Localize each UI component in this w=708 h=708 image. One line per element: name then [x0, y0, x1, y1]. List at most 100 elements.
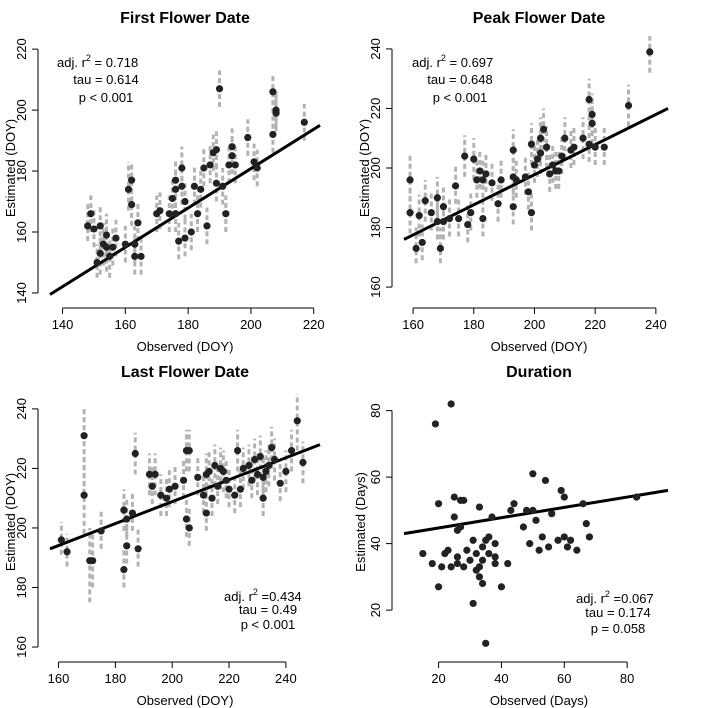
data-point	[529, 470, 537, 478]
data-point	[538, 533, 546, 541]
x-tick-label: 200	[161, 671, 183, 686]
data-point	[131, 449, 139, 458]
data-point	[482, 170, 490, 178]
x-tick-label: 180	[105, 671, 127, 686]
stats-block: adj. r2 = 0.697 tau = 0.648 p < 0.001	[412, 53, 493, 105]
r2-value: = 0.718	[91, 55, 138, 70]
r2-value: = 0.697	[446, 55, 493, 70]
panel-title: Duration	[506, 364, 572, 381]
data-point	[591, 143, 599, 151]
data-point	[134, 545, 142, 553]
data-point	[193, 210, 202, 218]
data-point	[80, 491, 88, 499]
data-point	[548, 510, 556, 518]
data-point	[84, 222, 92, 230]
data-point	[256, 452, 264, 461]
r2-superscript: 2	[253, 587, 258, 597]
data-point	[239, 464, 247, 473]
data-point	[228, 152, 236, 160]
data-point	[197, 185, 205, 193]
data-point	[541, 476, 550, 485]
data-point	[106, 252, 114, 260]
panel-peak-flower: Peak Flower Date 160 180 200 220 240 160 180 20…	[357, 10, 669, 354]
data-point	[497, 176, 505, 184]
data-point	[466, 556, 474, 564]
r2-superscript: 2	[86, 53, 91, 63]
data-point	[438, 563, 446, 571]
data-point	[475, 503, 484, 511]
panel-first-flower: First Flower Date 140 160 180 200 2201401601…	[3, 10, 325, 354]
data-point	[485, 549, 493, 558]
data-point	[585, 140, 593, 148]
data-point	[233, 446, 242, 455]
data-point	[96, 222, 104, 230]
data-point	[434, 583, 443, 591]
data-point	[558, 152, 566, 160]
data-point	[488, 513, 496, 521]
data-point	[561, 134, 569, 142]
data-point	[208, 494, 216, 502]
regression-line	[49, 124, 321, 296]
p-text: p < 0.001	[79, 90, 134, 105]
data-point	[478, 543, 487, 551]
data-point	[205, 467, 213, 475]
x-tick-label: 240	[645, 317, 667, 332]
data-point	[171, 210, 180, 218]
data-point	[588, 110, 596, 119]
data-point	[512, 176, 520, 184]
x-tick-label: 200	[524, 317, 546, 332]
data-point	[182, 515, 191, 523]
data-point	[253, 164, 261, 172]
data-point	[199, 491, 208, 499]
data-point	[120, 506, 128, 514]
r2-line: adj. r2 = 0.697	[412, 53, 493, 70]
data-point	[212, 146, 220, 154]
data-point	[560, 493, 568, 501]
data-point	[600, 143, 608, 151]
data-point	[527, 140, 536, 148]
data-point	[89, 557, 97, 565]
data-point	[203, 222, 211, 230]
data-point	[102, 243, 111, 251]
data-point	[570, 143, 578, 151]
data-point	[419, 549, 427, 558]
points-layer	[419, 400, 641, 647]
data-point	[231, 161, 239, 169]
data-point	[544, 543, 553, 551]
r2-line: adj. r2 =0.067	[576, 589, 654, 606]
data-point	[445, 215, 454, 223]
data-point	[157, 491, 165, 499]
data-point	[293, 417, 301, 425]
data-point	[456, 523, 465, 531]
y-tick-label: 200	[14, 99, 29, 121]
x-tick-label: 220	[303, 317, 325, 332]
data-point	[251, 455, 259, 464]
data-point	[433, 217, 441, 226]
data-point	[412, 244, 420, 252]
data-point	[190, 182, 199, 190]
data-point	[476, 167, 484, 175]
data-point	[90, 225, 98, 233]
y-tick-label: 140	[14, 282, 29, 304]
data-point	[93, 258, 101, 267]
x-tick-label: 60	[557, 671, 571, 686]
data-point	[134, 219, 142, 227]
data-point	[427, 209, 435, 217]
y-tick-label: 200	[368, 157, 383, 179]
data-point	[211, 461, 219, 470]
data-point	[521, 173, 529, 181]
data-point	[102, 231, 111, 239]
x-tick-label: 140	[52, 317, 74, 332]
data-point	[472, 549, 480, 558]
data-point	[124, 185, 133, 193]
p-text: p < 0.001	[241, 617, 296, 632]
data-point	[215, 85, 224, 93]
data-point	[96, 249, 104, 257]
r2-prefix: adj. r	[224, 589, 254, 604]
data-point	[455, 215, 463, 223]
data-point	[428, 559, 436, 568]
data-point	[460, 563, 468, 571]
r2-prefix: adj. r	[576, 591, 606, 606]
p-text: p = 0.058	[591, 621, 646, 636]
